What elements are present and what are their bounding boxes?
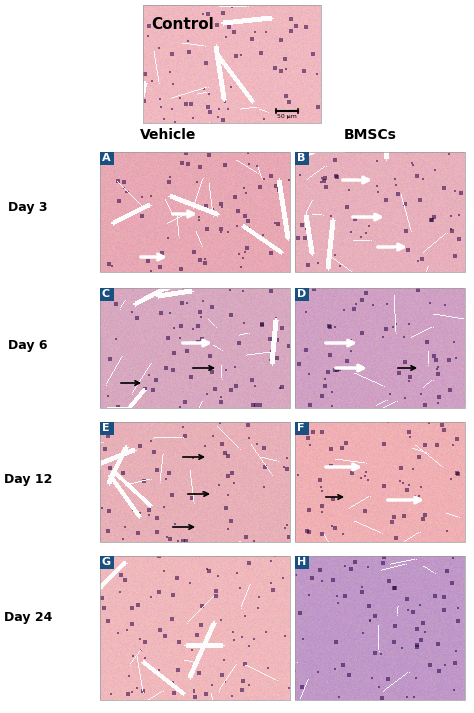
Text: Control: Control bbox=[151, 17, 214, 32]
Text: Day 6: Day 6 bbox=[8, 339, 48, 352]
Text: BMSCs: BMSCs bbox=[344, 128, 396, 142]
Bar bbox=[100, 152, 290, 272]
Text: Day 3: Day 3 bbox=[8, 202, 48, 215]
Bar bbox=[100, 422, 290, 542]
Bar bbox=[295, 422, 309, 435]
Text: Day 24: Day 24 bbox=[4, 610, 52, 623]
Text: D: D bbox=[297, 289, 306, 299]
Text: H: H bbox=[297, 557, 306, 567]
Text: A: A bbox=[102, 153, 110, 163]
Text: C: C bbox=[102, 289, 110, 299]
Text: G: G bbox=[102, 557, 111, 567]
Bar bbox=[295, 556, 309, 569]
Text: B: B bbox=[297, 153, 305, 163]
Bar bbox=[100, 422, 114, 435]
Bar bbox=[100, 152, 114, 165]
Text: Day 12: Day 12 bbox=[4, 473, 52, 486]
Bar bbox=[143, 5, 321, 123]
Bar bbox=[295, 288, 309, 301]
Bar bbox=[295, 152, 309, 165]
Text: Vehicle: Vehicle bbox=[140, 128, 196, 142]
Text: 50 μm: 50 μm bbox=[277, 114, 297, 119]
Bar bbox=[295, 288, 465, 408]
Bar bbox=[295, 152, 465, 272]
Bar bbox=[100, 556, 290, 700]
Text: F: F bbox=[297, 423, 304, 433]
Text: E: E bbox=[102, 423, 109, 433]
Bar bbox=[100, 556, 114, 569]
Bar bbox=[100, 288, 114, 301]
Bar bbox=[295, 556, 465, 700]
Bar bbox=[295, 422, 465, 542]
Bar bbox=[100, 288, 290, 408]
